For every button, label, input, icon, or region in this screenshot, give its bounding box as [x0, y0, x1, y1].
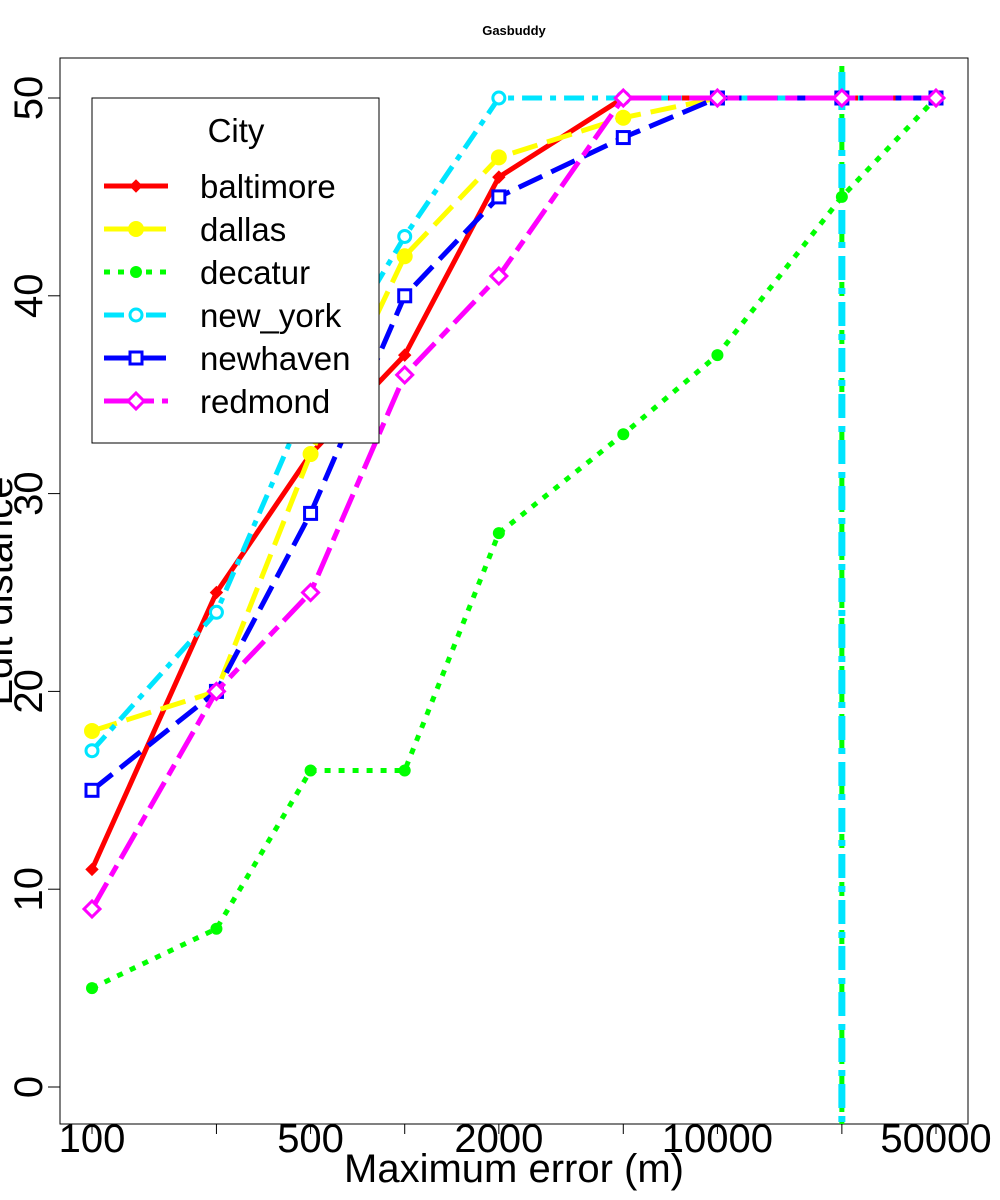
data-point-baltimore [209, 585, 224, 600]
x-tick-label: 50000 [880, 1117, 991, 1161]
legend-marker [128, 221, 144, 237]
y-tick-label: 20 [7, 669, 51, 714]
data-point-new_york [208, 604, 224, 620]
data-point-dallas [396, 248, 413, 265]
data-point-decatur [492, 527, 505, 540]
data-point-redmond [488, 265, 509, 287]
data-point-baltimore [85, 862, 99, 877]
data-point-decatur [398, 764, 411, 777]
data-point-newhaven [615, 130, 631, 146]
data-point-decatur [835, 190, 848, 203]
data-point-baltimore [398, 348, 412, 362]
legend: City baltimore dallas decatur new_yorknewhav… [91, 97, 380, 444]
y-tick-label: 10 [7, 867, 51, 912]
data-point-new_york [84, 743, 100, 759]
x-tick-label: 10000 [662, 1117, 773, 1161]
legend-label: redmond [200, 383, 330, 420]
data-point-redmond [206, 681, 227, 702]
data-point-redmond [831, 87, 852, 109]
legend-label: newhaven [200, 340, 350, 377]
legend-label: decatur [200, 254, 310, 291]
data-point-decatur [304, 764, 317, 777]
y-tick-label: 40 [7, 274, 51, 319]
legend-item-redmond: redmond [104, 383, 330, 420]
data-point-new_york [491, 90, 507, 106]
data-point-redmond [707, 87, 728, 109]
legend-title: City [208, 112, 265, 149]
y-tick-label: 30 [7, 471, 51, 515]
data-point-dallas [84, 722, 100, 739]
legend-label: dallas [200, 211, 286, 248]
legend-item-newhaven: newhaven [104, 340, 350, 377]
legend-marker [128, 307, 144, 323]
data-point-redmond [613, 87, 634, 109]
legend-label: baltimore [200, 168, 336, 205]
data-point-redmond [394, 364, 415, 386]
legend-label: new_york [200, 297, 342, 334]
data-point-decatur [86, 982, 98, 995]
y-tick-label: 50 [7, 76, 51, 121]
legend-marker [130, 266, 142, 278]
data-point-newhaven [303, 505, 319, 521]
data-point-decatur [210, 922, 223, 935]
data-point-newhaven [397, 288, 413, 304]
x-axis-label: Maximum error (m) [344, 1147, 684, 1191]
data-point-newhaven [491, 189, 507, 205]
series-layer [81, 87, 947, 995]
plot-frame [59, 57, 969, 1125]
data-point-new_york [397, 228, 413, 244]
legend-marker [125, 390, 147, 412]
series-redmond [81, 87, 947, 920]
legend-item-new_york: new_york [104, 297, 342, 334]
legend-marker [128, 350, 144, 366]
data-point-baltimore [492, 170, 506, 184]
series-line-decatur [90, 96, 938, 991]
data-point-dallas [302, 446, 319, 463]
data-point-dallas [615, 109, 632, 126]
data-point-redmond [925, 87, 947, 109]
y-tick-label: 0 [7, 1076, 51, 1098]
legend-item-decatur: decatur [104, 254, 310, 291]
x-tick-label: 100 [59, 1117, 126, 1161]
data-point-redmond [81, 898, 103, 920]
y-axis-label: Edit distance [0, 476, 21, 705]
data-point-decatur [711, 349, 724, 362]
chart-title: Gasbuddy [482, 23, 546, 38]
data-point-newhaven [84, 782, 100, 798]
data-point-redmond [300, 582, 321, 603]
x-tick-label: 500 [277, 1117, 344, 1161]
data-point-dallas [490, 149, 507, 166]
legend-item-baltimore: baltimore [104, 168, 336, 205]
x-axis: 100 500 2000 10000 50000 [59, 1117, 992, 1161]
y-axis: 0 10 20 30 40 50 [7, 76, 60, 1098]
legend-item-dallas: dallas [104, 211, 286, 248]
data-point-decatur [617, 428, 630, 441]
legend-marker [129, 179, 143, 193]
x-tick-label: 2000 [454, 1117, 543, 1161]
